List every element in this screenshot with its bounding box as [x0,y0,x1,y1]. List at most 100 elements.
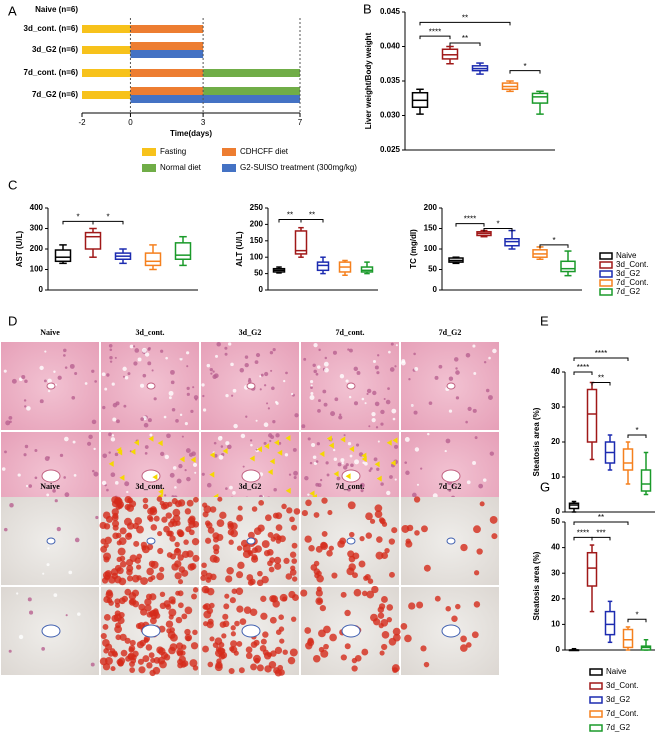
stain [282,649,288,655]
stain [315,589,323,597]
stain [394,365,397,368]
y-tick-label: 100 [424,244,438,253]
stain [427,432,430,436]
significance-bracket [509,70,541,74]
stain [381,596,388,603]
stain [47,456,50,459]
stain [489,516,498,524]
stain [174,547,180,554]
stain [102,405,106,410]
stain [313,461,318,466]
legend-swatch [142,148,156,156]
stain [112,524,119,531]
arrow-marker [376,475,382,482]
stain [8,415,13,420]
stain [186,476,191,482]
stain [237,505,243,511]
stain [445,438,451,444]
stain [251,506,258,512]
stain [152,666,161,675]
stain [452,484,455,487]
stain [270,650,277,657]
stain [186,351,190,355]
stain [263,549,271,557]
stain [269,616,277,624]
stain [478,483,484,489]
stain [301,424,306,429]
significance-label: * [523,62,526,71]
legend-label: G2-SUISO treatment (300mg/kg) [240,163,357,172]
stain [472,408,477,413]
stain [142,497,149,504]
arrow-marker [285,487,291,494]
timeline-segment [130,69,204,77]
box [294,230,308,255]
stain [142,503,149,510]
stain [372,390,377,396]
arrow-marker [374,461,380,468]
stain [201,585,210,594]
stain [361,397,365,401]
stain [379,650,385,656]
stain [405,540,413,548]
stain [172,508,181,517]
stain [112,651,118,658]
stain [77,612,81,616]
stain [126,490,129,494]
stain [293,470,299,476]
stain [102,453,108,459]
stain [174,541,180,548]
stain [373,457,378,462]
stain [473,525,481,534]
y-tick-label: 100 [250,252,264,261]
stain [87,441,92,446]
stain [341,462,344,465]
legend-swatch [222,148,236,156]
stain [354,654,362,662]
stain [201,562,207,569]
stain [288,590,296,599]
stain [325,461,329,465]
stain [339,413,342,416]
stain [228,539,234,545]
stain [26,406,31,411]
significance-bracket [627,618,647,623]
significance-label: **** [464,215,476,224]
stain [216,533,224,541]
legend-swatch [142,164,156,172]
stain [146,543,154,551]
stain [187,516,196,525]
micrograph [201,585,299,677]
stain [127,652,135,660]
stain [259,645,267,652]
arrow-marker [209,471,215,478]
stain [206,482,212,488]
row-label: 3d_G2 (n=6) [32,45,78,54]
stain [146,662,153,669]
stain [236,514,243,522]
arrow-marker [249,455,255,462]
stain [129,639,136,646]
stain [364,402,367,405]
stain [321,497,328,504]
stain [148,560,156,568]
legend-label: 7d_G2 [616,287,641,296]
stain [347,442,352,446]
stain [1,467,6,471]
stain [3,369,7,373]
stain [281,503,287,510]
stain [233,423,238,429]
significance-bracket [62,220,94,225]
stain [448,409,453,413]
legend-label: 7d_Cont. [606,709,638,718]
micrograph [301,342,399,430]
stain [313,342,318,348]
stain [250,443,253,447]
stain [404,634,412,643]
stain [487,395,493,400]
y-tick-label: 50 [254,269,263,278]
stain [275,400,278,404]
stain [133,540,140,547]
stain [386,490,391,496]
